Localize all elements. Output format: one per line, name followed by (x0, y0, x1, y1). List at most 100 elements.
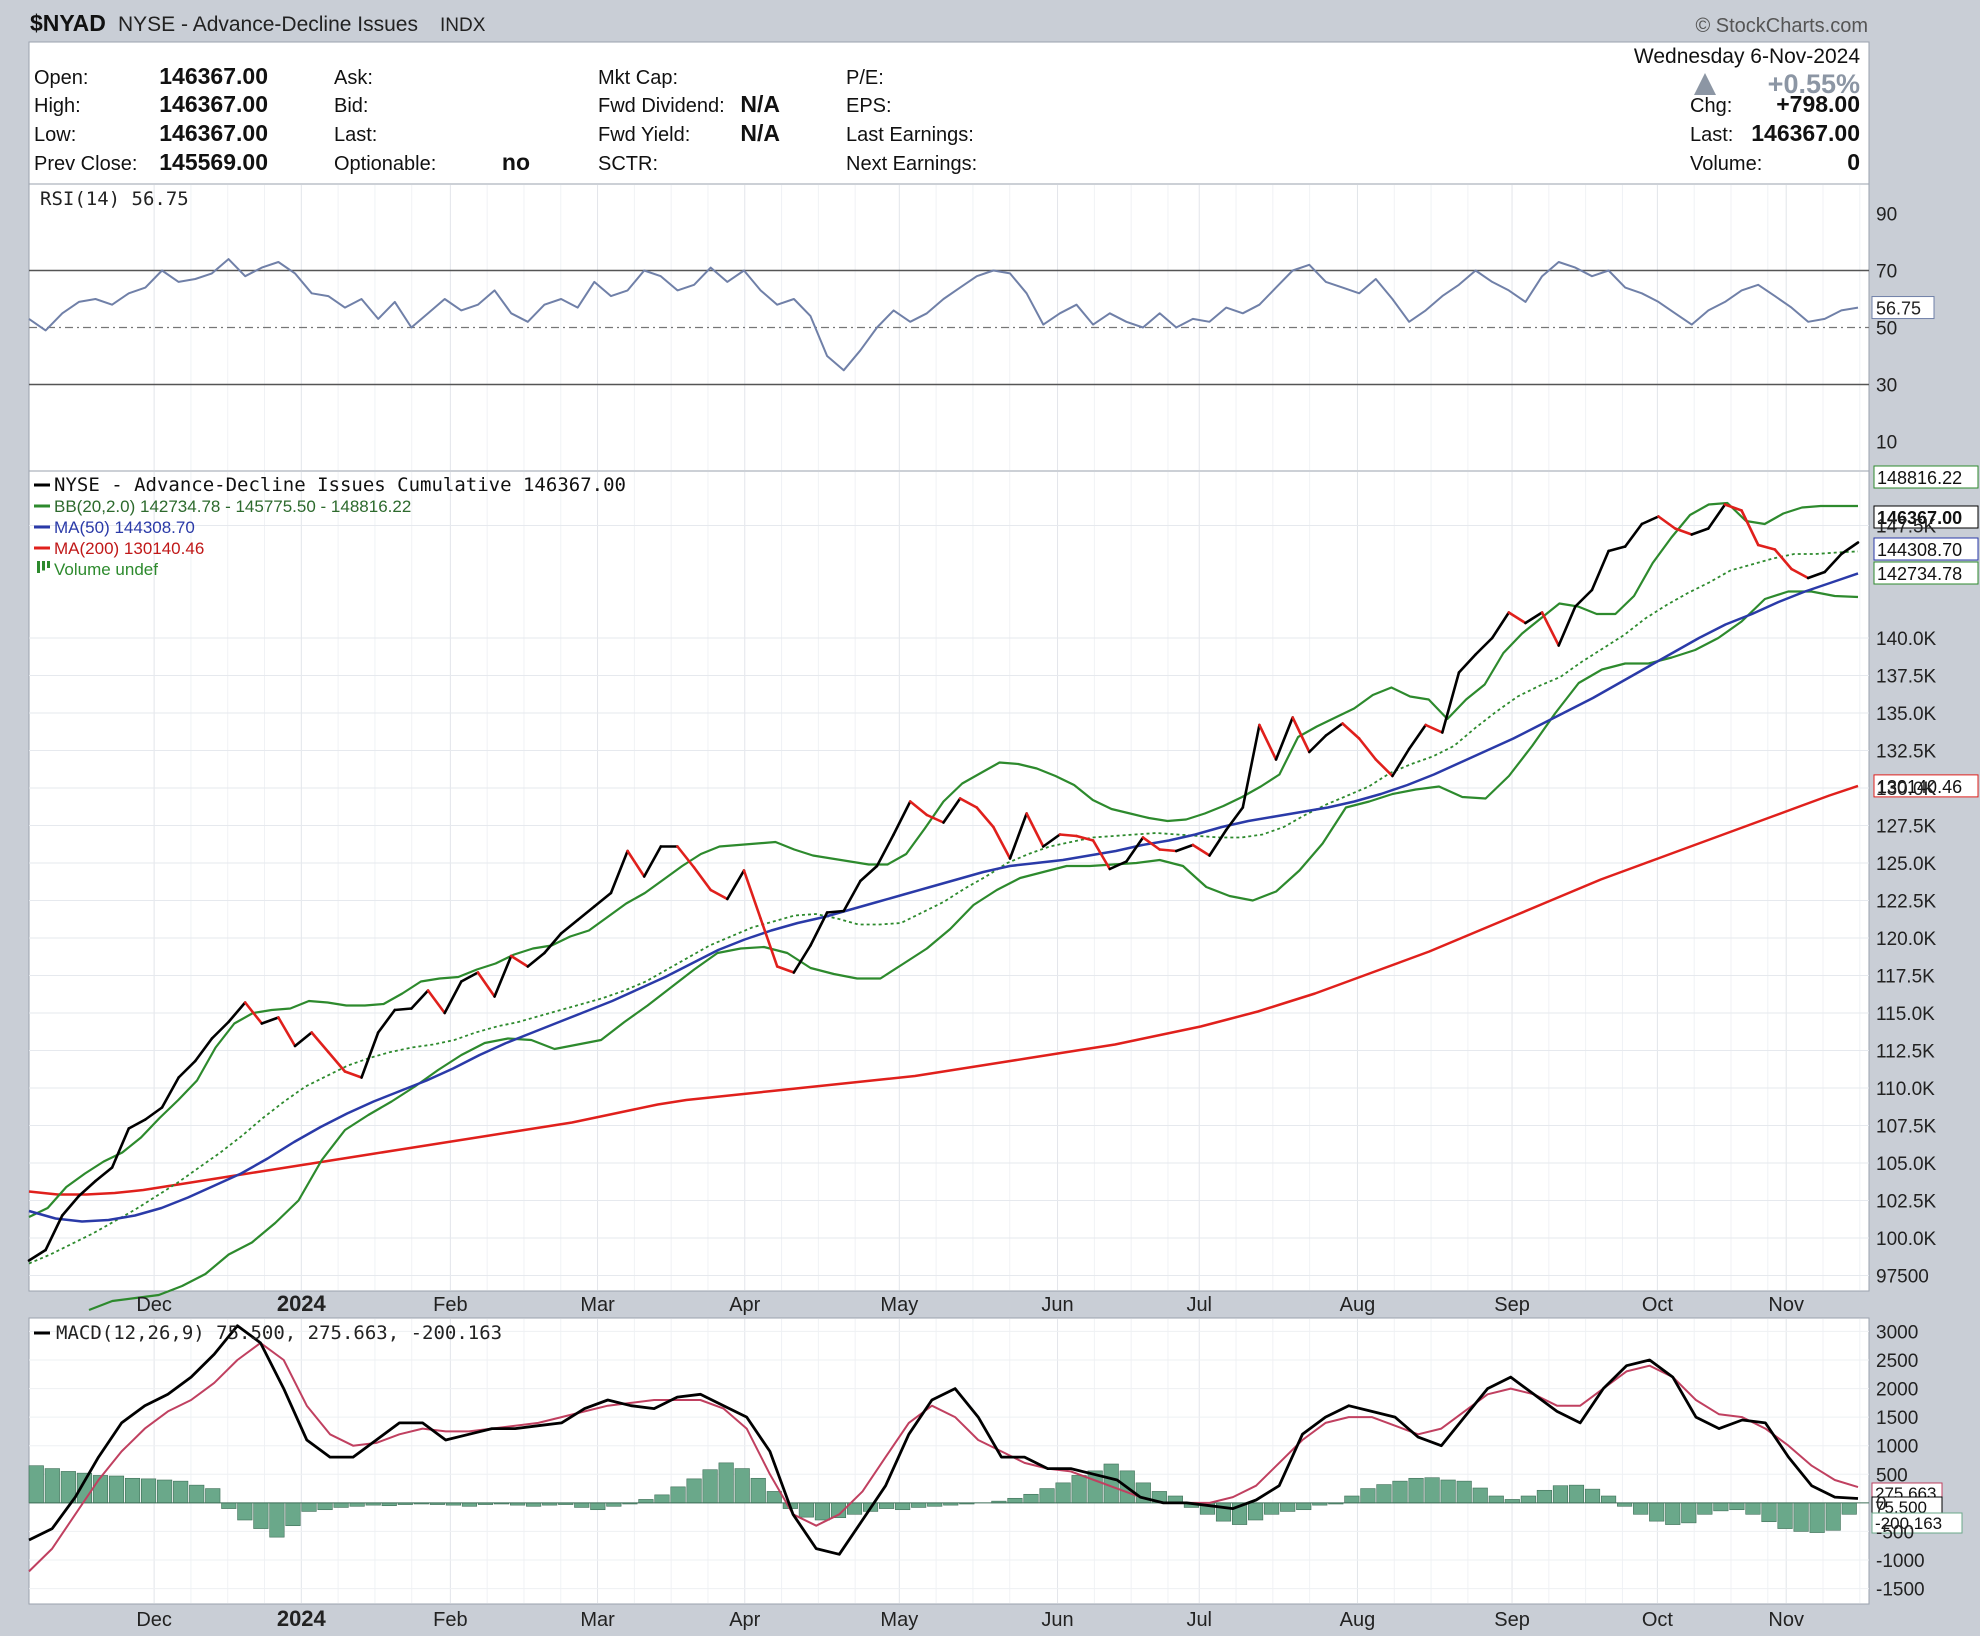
price-y-tick: 107.5K (1876, 1117, 1937, 1138)
x-tick-label: Dec (136, 1294, 172, 1316)
price-y-tick: 102.5K (1876, 1192, 1937, 1213)
quote-fields: Open: 146367.00 High: 146367.00 Low: 146367.0… (34, 63, 1860, 175)
macd-histogram-bar (461, 1502, 478, 1507)
x-tick-label: Feb (433, 1609, 467, 1631)
macd-histogram-bar (1729, 1502, 1745, 1511)
price-segment (227, 1001, 247, 1024)
price-segment (144, 1106, 164, 1121)
macd-histogram-bar (895, 1502, 911, 1511)
volume-icon-bar (47, 561, 50, 568)
price-segment (859, 864, 879, 883)
price-segment (1540, 611, 1561, 647)
macd-histogram-bar (141, 1478, 157, 1504)
x-tick-label: Mar (580, 1294, 615, 1316)
macd-histogram-bar (1617, 1502, 1633, 1507)
price-segment (1308, 734, 1328, 754)
macd-y-tick: 3000 (1876, 1322, 1918, 1343)
x-tick-label: Jun (1041, 1609, 1073, 1631)
price-segment (509, 954, 530, 968)
quote-right-label: Volume: (1690, 153, 1762, 175)
macd-histogram-bar (269, 1502, 285, 1538)
price-segment (1324, 722, 1344, 737)
macd-histogram-bar (92, 1475, 109, 1504)
macd-histogram-bar (1103, 1463, 1119, 1504)
macd-histogram-bar (1440, 1479, 1456, 1504)
macd-histogram-bar (1504, 1499, 1520, 1504)
price-tag-label: 148816.22 (1877, 468, 1962, 488)
price-segment (443, 980, 463, 1015)
macd-histogram-bar (28, 1465, 44, 1504)
x-tick-label: Oct (1642, 1294, 1674, 1316)
macd-histogram-bar (333, 1502, 349, 1508)
macd-histogram-bar (1633, 1502, 1649, 1515)
price-segment (1008, 812, 1028, 860)
macd-histogram-bar (1360, 1488, 1376, 1504)
price-segment (94, 1166, 114, 1183)
macd-histogram-bar (1055, 1482, 1071, 1504)
macd-histogram-bar (1392, 1480, 1408, 1504)
macd-histogram-bar (590, 1502, 606, 1511)
price-tag-label: 144308.70 (1877, 540, 1962, 560)
macd-histogram-bar (1841, 1502, 1857, 1515)
price-segment (1690, 527, 1710, 536)
price-segment (1640, 515, 1660, 526)
price-segment (1224, 806, 1245, 832)
macd-histogram-bar (1520, 1495, 1536, 1504)
quote-label: P/E: (846, 67, 884, 89)
price-segment (1058, 833, 1078, 838)
price-segment (1490, 611, 1511, 640)
macd-histogram-bar (173, 1480, 189, 1504)
price-segment (742, 869, 762, 920)
price-segment (410, 989, 430, 1010)
macd-histogram-bar (1536, 1489, 1552, 1504)
price-segment (908, 800, 929, 817)
quote-value: N/A (740, 91, 780, 117)
price-y-tick: 132.5K (1876, 742, 1937, 763)
price-segment (1341, 722, 1361, 740)
price-segment (1790, 567, 1810, 580)
macd-histogram-bar (798, 1502, 814, 1518)
price-segment (1141, 836, 1161, 851)
symbol-label: $NYAD (30, 10, 106, 36)
price-segment (543, 932, 563, 955)
quote-value: 146367.00 (159, 120, 268, 146)
price-segment (1723, 503, 1743, 512)
price-y-tick: 127.5K (1876, 817, 1937, 838)
macd-histogram-bar (654, 1494, 670, 1504)
macd-histogram-bar (1600, 1495, 1617, 1504)
quote-right-value: 146367.00 (1751, 120, 1860, 146)
macd-histogram-bar (317, 1502, 333, 1511)
quote-date: Wednesday 6-Nov-2024 (1634, 45, 1860, 68)
price-segment (426, 989, 446, 1015)
macd-histogram-bar (1296, 1502, 1312, 1511)
macd-histogram-bar (718, 1462, 734, 1504)
rsi-tag-label: 56.75 (1876, 299, 1921, 319)
macd-histogram-bar (814, 1502, 830, 1521)
price-segment (825, 909, 846, 914)
price-segment (376, 1008, 397, 1034)
macd-histogram-bar (606, 1502, 622, 1507)
price-segment (1474, 636, 1494, 656)
macd-histogram-bar (1488, 1495, 1504, 1504)
macd-histogram-bar (253, 1502, 269, 1529)
price-segment (1407, 723, 1427, 751)
volume-icon-bar (37, 561, 40, 573)
macd-histogram-bar (1665, 1502, 1681, 1525)
bb-lower-line (88, 590, 1859, 1312)
quote-value: no (502, 149, 530, 175)
price-segment (593, 891, 613, 908)
axes: Dec Dec 2024 2024 Feb Feb Mar Mar Apr Apr May May Ju… (136, 205, 1936, 1632)
macd-histogram-bar (301, 1502, 317, 1512)
x-tick-label: 2024 (277, 1291, 327, 1316)
quote-label: Ask: (334, 67, 373, 89)
quote-value: 145569.00 (159, 149, 268, 175)
macd-legend: MACD(12,26,9) 75.500, 275.663, -200.163 (56, 1322, 502, 1344)
macd-histogram-bar (670, 1486, 686, 1504)
price-tag (1873, 774, 1979, 798)
rsi-y-tick: 30 (1876, 376, 1897, 397)
change-percent: +0.55% (1768, 69, 1860, 99)
price-y-tick: 117.5K (1876, 967, 1935, 988)
price-y-tick: 110.0K (1876, 1079, 1935, 1100)
price-tag-label: 146367.00 (1877, 508, 1962, 528)
price-y-tick: 147.5K (1876, 517, 1937, 538)
